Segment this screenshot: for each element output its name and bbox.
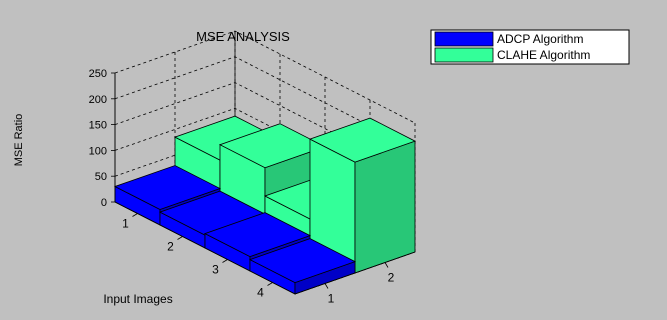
bar-side-face [354,140,416,274]
z-axis-label: MSE Ratio [13,114,25,167]
bar-top-face [308,117,417,163]
category-tick-label: 2 [167,240,174,254]
legend: ADCP Algorithm CLAHE Algorithm [430,29,630,65]
legend-swatch-clahe [434,47,494,63]
z-tick-label: 200 [89,94,107,106]
category-tick-label: 1 [122,217,129,231]
z-tick-label: 0 [101,197,107,209]
legend-swatch-adcp [434,31,494,47]
series-tick [324,283,329,289]
z-tick-label: 150 [89,120,107,132]
bar-adcp-algorithm-4 [248,238,357,295]
category-tick [177,236,183,240]
z-tick-label: 250 [89,68,107,80]
legend-label-adcp: ADCP Algorithm [497,32,583,46]
category-tick [132,213,138,217]
bar-top-face [248,238,357,284]
series-tick [384,262,389,268]
chart-title: MSE ANALYSIS [196,29,290,44]
bar-top-face [113,165,222,210]
category-tick-label: 4 [257,286,264,300]
series-axis-line [294,251,416,295]
gridline-z [114,30,416,124]
category-axis-line [114,201,296,295]
bars-layer [113,115,417,295]
category-tick-label: 3 [212,263,219,277]
category-tick [222,259,228,263]
legend-label-clahe: CLAHE Algorithm [497,48,590,62]
axes-layer: 0 50 100 150 200 250 1 2 3 4 1 2 [89,68,416,306]
z-tick-label: 100 [89,145,107,157]
series-tick-label: 2 [388,271,395,285]
bar-clahe-algorithm-4 [308,117,417,274]
z-tick-label: 50 [95,171,107,183]
x-axis-label: Input Images [103,292,172,306]
category-tick [267,282,273,286]
series-tick-label: 1 [328,292,335,306]
bar-top-face [203,212,312,258]
